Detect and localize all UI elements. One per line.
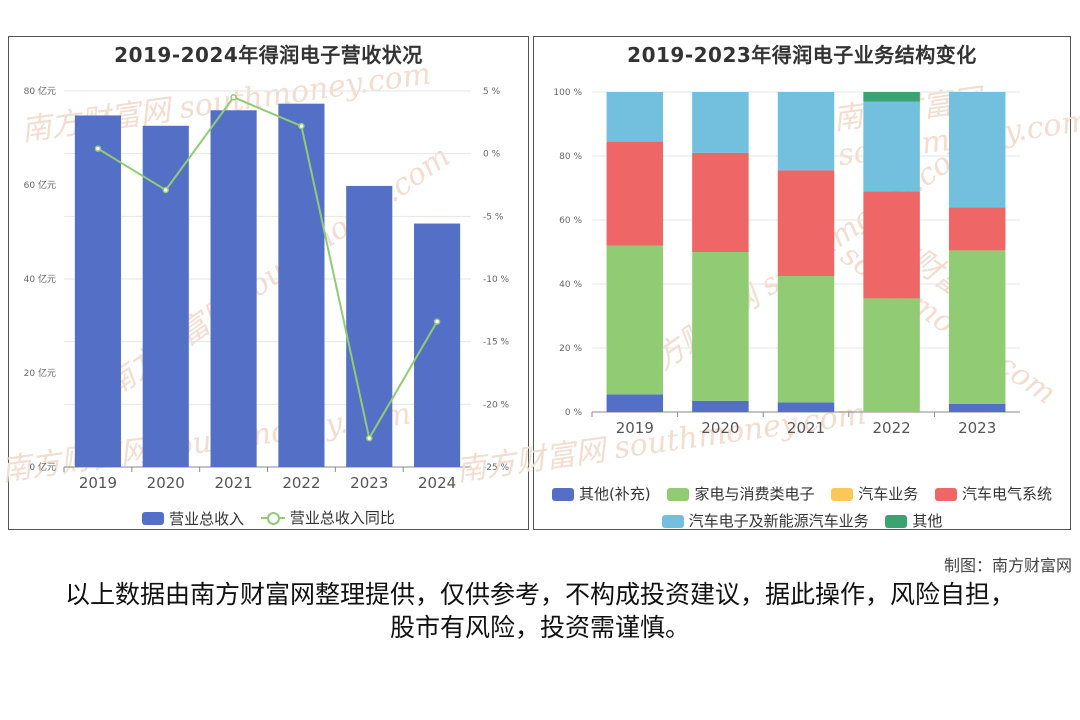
y-tick-label-left: 60 亿元 — [24, 179, 56, 191]
y-tick-label: 60 % — [559, 216, 582, 226]
structure-chart-panel: 南方财富网 southmoney.com 南方财富网 southmoney.co… — [454, 36, 1080, 530]
legend-item-revenue[interactable]: 营业总收入 — [142, 508, 244, 529]
y-tick-label: 0 % — [565, 408, 583, 418]
stacked-bar-segment — [606, 394, 664, 412]
line-point — [94, 145, 102, 152]
stacked-bar-segment — [863, 298, 920, 412]
y-tick-label-right: -25 % — [483, 463, 510, 473]
stacked-bar-segment — [606, 245, 664, 395]
y-tick-label-right: 0 % — [483, 150, 501, 160]
x-tick-label: 2020 — [147, 474, 185, 492]
bar — [74, 115, 121, 467]
revenue-chart-panel: 南方财富网 southmoney.com 南方财富网 southmoney.co… — [0, 36, 529, 530]
y-tick-label-right: -5 % — [483, 212, 504, 222]
chart-credit: 制图：南方财富网 — [943, 556, 1072, 575]
legend-item-other-supplement[interactable]: 其他(补充) — [551, 482, 651, 507]
legend-label: 其他 — [912, 512, 943, 530]
chart-title: 2019-2023年得润电子业务结构变化 — [627, 43, 977, 67]
stacked-bar-segment — [777, 276, 835, 403]
legend-item-other[interactable]: 其他 — [885, 509, 942, 534]
legend-swatch — [260, 511, 285, 525]
legend-swatch — [661, 515, 684, 528]
line-point — [366, 434, 373, 442]
y-tick-label-left: 40 亿元 — [24, 273, 56, 285]
y-tick-label: 80 % — [559, 152, 582, 162]
stacked-bar-segment — [692, 400, 749, 412]
legend-label: 其他(补充) — [578, 485, 651, 503]
legend: 营业总收入 营业总收入同比 — [9, 507, 528, 529]
stacked-bar-segment — [948, 250, 1006, 404]
y-tick-label-left: 80 亿元 — [24, 85, 56, 97]
x-tick-label: 2021 — [214, 474, 252, 492]
legend-swatch — [935, 488, 958, 501]
x-tick-label: 2019 — [79, 474, 117, 492]
stacked-bar-segment — [948, 92, 1006, 208]
legend-swatch — [667, 488, 690, 501]
stacked-bar-segment — [692, 152, 749, 252]
stacked-bar-segment — [777, 170, 835, 276]
bar — [210, 110, 257, 468]
legend-swatch — [551, 488, 574, 501]
bar — [346, 185, 393, 467]
legend-swatch — [831, 488, 854, 501]
legend-label: 汽车业务 — [858, 485, 919, 503]
legend-item-auto-electronics-nev[interactable]: 汽车电子及新能源汽车业务 — [661, 509, 869, 534]
disclaimer-text: 以上数据由南方财富网整理提供，仅供参考，不构成投资建议，据此操作，风险自担，股市… — [64, 580, 1015, 642]
x-tick-label: 2019 — [616, 419, 654, 437]
stacked-bar-segment — [948, 207, 1006, 251]
x-tick-label: 2023 — [350, 474, 388, 492]
y-tick-label-left: 20 亿元 — [24, 367, 56, 379]
legend-swatch — [142, 511, 165, 525]
x-tick-label: 2022 — [873, 419, 911, 437]
stacked-bar-segment — [606, 92, 664, 142]
y-tick-label-left: 0 亿元 — [29, 461, 56, 473]
y-tick-label: 40 % — [559, 280, 582, 290]
legend-item-revenue-yoy[interactable]: 营业总收入同比 — [260, 507, 395, 528]
y-tick-label: 100 % — [553, 88, 582, 98]
legend-label: 汽车电子及新能源汽车业务 — [688, 512, 869, 530]
y-tick-label-right: -20 % — [483, 400, 510, 410]
stacked-bar-segment — [863, 191, 920, 299]
legend: 其他(补充) 家电与消费类电子 汽车业务 汽车电气系统 汽车电子及新能源汽车业务… — [534, 482, 1070, 536]
bar — [278, 103, 325, 467]
line-point — [162, 186, 169, 194]
stacked-bar-segment — [692, 92, 749, 153]
legend-label: 家电与消费类电子 — [694, 485, 815, 503]
x-tick-label: 2021 — [787, 419, 825, 437]
legend-item-auto-electrical[interactable]: 汽车电气系统 — [935, 482, 1052, 507]
stacked-bar-segment — [777, 402, 835, 412]
line-point — [298, 122, 305, 130]
structure-chart: 0 % 20 % 40 % 60 % 80 % 100 % 2019 2020 2021 2022… — [553, 88, 1020, 437]
legend-label: 营业总收入同比 — [289, 509, 395, 527]
revenue-chart: 0 亿元 20 亿元 40 亿元 60 亿元 80 亿元 -25 % -20 % -15 % -… — [24, 85, 510, 492]
chart-title: 2019-2024年得润电子营收状况 — [114, 43, 423, 67]
y-tick-label-right: -10 % — [483, 275, 510, 285]
stacked-bar-segment — [948, 404, 1006, 412]
legend-item-consumer-electronics[interactable]: 家电与消费类电子 — [667, 482, 814, 507]
stacked-bar-segment — [606, 141, 664, 246]
bar — [414, 223, 461, 467]
x-tick-label: 2022 — [282, 474, 320, 492]
x-tick-label: 2020 — [701, 419, 739, 437]
stacked-bar-segment — [863, 92, 920, 102]
x-tick-label: 2024 — [418, 474, 456, 492]
stacked-bar-segment — [692, 252, 749, 401]
legend-label: 营业总收入 — [169, 509, 245, 528]
legend-item-auto-business[interactable]: 汽车业务 — [831, 482, 918, 507]
y-tick-label-right: -15 % — [483, 338, 510, 348]
y-tick-label-right: 5 % — [483, 87, 501, 97]
stacked-bar-segment — [777, 92, 835, 171]
legend-swatch — [885, 515, 908, 528]
line-point — [230, 94, 237, 101]
bar — [142, 125, 189, 467]
y-tick-label: 20 % — [559, 344, 582, 354]
series-line — [97, 96, 438, 441]
x-tick-label: 2023 — [958, 419, 996, 437]
stacked-bar-segment — [863, 101, 920, 192]
legend-label: 汽车电气系统 — [962, 485, 1053, 503]
line-point — [433, 318, 441, 325]
